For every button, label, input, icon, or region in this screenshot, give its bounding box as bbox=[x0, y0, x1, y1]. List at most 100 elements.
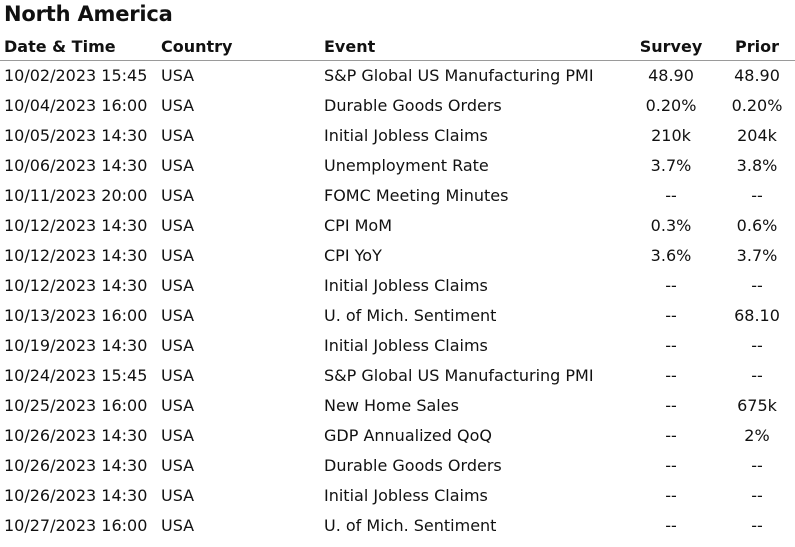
table-row: 10/26/2023 14:30 USA Durable Goods Orders -… bbox=[0, 450, 795, 480]
cell-prior: 0.20% bbox=[731, 95, 783, 115]
table-row: 10/12/2023 14:30 USA CPI MoM 0.3% 0.6% bbox=[0, 210, 795, 240]
cell-survey: -- bbox=[665, 425, 677, 445]
cell-prior: 675k bbox=[737, 395, 777, 415]
cell-country: USA bbox=[161, 215, 195, 235]
cell-prior: -- bbox=[751, 455, 763, 475]
column-header-survey: Survey bbox=[624, 33, 718, 61]
cell-survey: -- bbox=[665, 395, 677, 415]
cell-event: Initial Jobless Claims bbox=[324, 335, 488, 355]
table-row: 10/19/2023 14:30 USA Initial Jobless Claim… bbox=[0, 330, 795, 360]
column-header-country: Country bbox=[161, 33, 324, 61]
cell-date-time: 10/12/2023 14:30 bbox=[4, 245, 148, 265]
table-row: 10/12/2023 14:30 USA Initial Jobless Claim… bbox=[0, 270, 795, 300]
cell-event: CPI YoY bbox=[324, 245, 382, 265]
cell-prior: -- bbox=[751, 185, 763, 205]
cell-date-time: 10/25/2023 16:00 bbox=[4, 395, 148, 415]
cell-country: USA bbox=[161, 155, 195, 175]
cell-survey: -- bbox=[665, 515, 677, 535]
cell-event: Initial Jobless Claims bbox=[324, 485, 488, 505]
cell-survey: 48.90 bbox=[648, 66, 694, 85]
cell-event: U. of Mich. Sentiment bbox=[324, 515, 497, 535]
cell-country: USA bbox=[161, 275, 195, 295]
cell-survey: -- bbox=[665, 305, 677, 325]
cell-country: USA bbox=[161, 425, 195, 445]
cell-country: USA bbox=[161, 365, 195, 385]
table-header-row: Date & Time Country Event Survey Prior bbox=[0, 33, 795, 61]
cell-event: U. of Mich. Sentiment bbox=[324, 305, 497, 325]
cell-date-time: 10/12/2023 14:30 bbox=[4, 275, 148, 295]
cell-event: S&P Global US Manufacturing PMI bbox=[324, 66, 594, 85]
cell-prior: -- bbox=[751, 515, 763, 535]
cell-prior: 0.6% bbox=[736, 215, 778, 235]
cell-country: USA bbox=[161, 515, 195, 535]
table-row: 10/25/2023 16:00 USA New Home Sales -- 675k bbox=[0, 390, 795, 420]
cell-event: S&P Global US Manufacturing PMI bbox=[324, 365, 594, 385]
cell-date-time: 10/26/2023 14:30 bbox=[4, 425, 148, 445]
cell-prior: 68.10 bbox=[734, 305, 780, 325]
cell-event: Initial Jobless Claims bbox=[324, 125, 488, 145]
cell-survey: 3.7% bbox=[650, 155, 692, 175]
cell-survey: -- bbox=[665, 335, 677, 355]
cell-country: USA bbox=[161, 395, 195, 415]
cell-survey: 0.3% bbox=[650, 215, 692, 235]
cell-date-time: 10/26/2023 14:30 bbox=[4, 485, 148, 505]
cell-date-time: 10/26/2023 14:30 bbox=[4, 455, 148, 475]
cell-date-time: 10/04/2023 16:00 bbox=[4, 95, 148, 115]
cell-event: Durable Goods Orders bbox=[324, 95, 502, 115]
table-row: 10/06/2023 14:30 USA Unemployment Rate 3.7%… bbox=[0, 150, 795, 180]
table-row: 10/26/2023 14:30 USA Initial Jobless Claim… bbox=[0, 480, 795, 510]
cell-event: GDP Annualized QoQ bbox=[324, 425, 492, 445]
cell-country: USA bbox=[161, 66, 195, 85]
cell-prior: 204k bbox=[737, 125, 777, 145]
page-title: North America bbox=[4, 2, 173, 26]
cell-prior: -- bbox=[751, 275, 763, 295]
cell-date-time: 10/02/2023 15:45 bbox=[4, 66, 148, 85]
cell-event: New Home Sales bbox=[324, 395, 459, 415]
cell-date-time: 10/13/2023 16:00 bbox=[4, 305, 148, 325]
column-header-event: Event bbox=[324, 33, 624, 61]
table-row: 10/27/2023 16:00 USA U. of Mich. Sentiment… bbox=[0, 510, 795, 540]
column-header-date-time: Date & Time bbox=[0, 33, 161, 61]
economic-calendar-table: Date & Time Country Event Survey Prior 1… bbox=[0, 33, 795, 540]
cell-prior: -- bbox=[751, 335, 763, 355]
cell-country: USA bbox=[161, 185, 195, 205]
cell-country: USA bbox=[161, 95, 195, 115]
cell-prior: 3.8% bbox=[736, 155, 778, 175]
cell-prior: 3.7% bbox=[736, 245, 778, 265]
cell-prior: -- bbox=[751, 365, 763, 385]
cell-country: USA bbox=[161, 455, 195, 475]
cell-prior: 48.90 bbox=[734, 66, 780, 85]
cell-survey: -- bbox=[665, 455, 677, 475]
cell-country: USA bbox=[161, 485, 195, 505]
table-row: 10/02/2023 15:45 USA S&P Global US Manufac… bbox=[0, 61, 795, 91]
cell-survey: -- bbox=[665, 365, 677, 385]
cell-date-time: 10/06/2023 14:30 bbox=[4, 155, 148, 175]
cell-survey: -- bbox=[665, 185, 677, 205]
table-row: 10/05/2023 14:30 USA Initial Jobless Claim… bbox=[0, 120, 795, 150]
cell-survey: 210k bbox=[651, 125, 691, 145]
table-row: 10/11/2023 20:00 USA FOMC Meeting Minutes -… bbox=[0, 180, 795, 210]
cell-date-time: 10/12/2023 14:30 bbox=[4, 215, 148, 235]
cell-survey: 0.20% bbox=[645, 95, 697, 115]
cell-survey: -- bbox=[665, 275, 677, 295]
table-row: 10/12/2023 14:30 USA CPI YoY 3.6% 3.7% bbox=[0, 240, 795, 270]
cell-event: Durable Goods Orders bbox=[324, 455, 502, 475]
table-row: 10/13/2023 16:00 USA U. of Mich. Sentiment… bbox=[0, 300, 795, 330]
cell-country: USA bbox=[161, 125, 195, 145]
cell-date-time: 10/24/2023 15:45 bbox=[4, 365, 148, 385]
cell-survey: -- bbox=[665, 485, 677, 505]
table-row: 10/26/2023 14:30 USA GDP Annualized QoQ -- 2… bbox=[0, 420, 795, 450]
cell-date-time: 10/05/2023 14:30 bbox=[4, 125, 148, 145]
table-row: 10/04/2023 16:00 USA Durable Goods Orders 0… bbox=[0, 90, 795, 120]
cell-prior: -- bbox=[751, 485, 763, 505]
cell-survey: 3.6% bbox=[650, 245, 692, 265]
cell-country: USA bbox=[161, 335, 195, 355]
table-body: 10/02/2023 15:45 USA S&P Global US Manufac… bbox=[0, 61, 795, 541]
cell-date-time: 10/11/2023 20:00 bbox=[4, 185, 148, 205]
cell-event: FOMC Meeting Minutes bbox=[324, 185, 509, 205]
cell-date-time: 10/27/2023 16:00 bbox=[4, 515, 148, 535]
cell-event: Unemployment Rate bbox=[324, 155, 489, 175]
cell-prior: 2% bbox=[744, 425, 770, 445]
cell-country: USA bbox=[161, 245, 195, 265]
cell-event: CPI MoM bbox=[324, 215, 393, 235]
